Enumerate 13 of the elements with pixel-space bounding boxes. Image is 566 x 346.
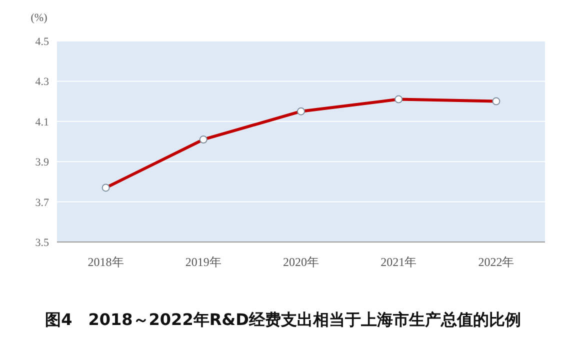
x-tick-label: 2020年 [283,255,319,269]
y-tick-label: 3.5 [35,237,50,249]
x-tick-label: 2018年 [88,255,124,269]
x-tick-label: 2022年 [478,255,514,269]
x-tick-label: 2021年 [380,255,417,269]
y-tick-label: 3.7 [35,196,50,209]
y-tick-label: 3.9 [35,156,50,169]
y-tick-label: 4.1 [35,116,49,128]
y-tick-label: 4.5 [35,36,50,48]
x-tick-label: 2019年 [185,255,222,269]
y-axis-title: (%) [30,12,48,24]
y-tick-label: 4.3 [35,76,50,88]
text: 图4 2018～2022年R&D经费支出相当于上海市生产总值的比例 [45,310,521,329]
